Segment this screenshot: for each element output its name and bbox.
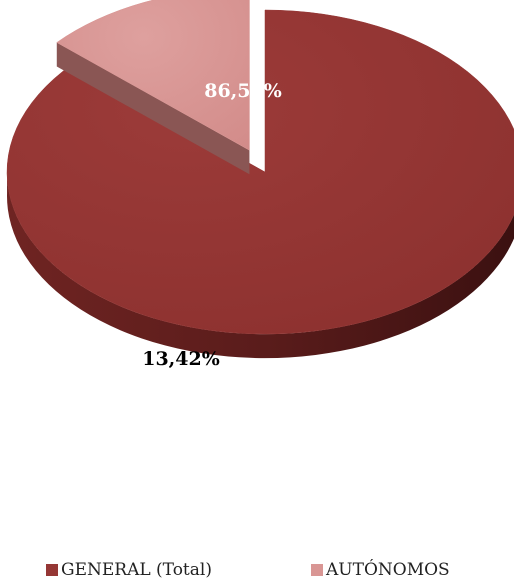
legend-swatch-autonomos: [311, 564, 323, 576]
pie-slice-autonomos-top: [56, 0, 250, 151]
data-label-autonomos: 13,42%: [142, 348, 220, 370]
legend-swatch-general: [46, 564, 58, 576]
pie-slice-general-top: [6, 9, 514, 335]
legend-item-autonomos: AUTÓNOMOS: [311, 560, 450, 580]
pie-slice-autonomos-wall-start: [56, 42, 250, 175]
pie-data-labels: 86,58% 13,42%: [142, 80, 282, 370]
data-label-general: 86,58%: [204, 80, 282, 102]
chart-legend: GENERAL (Total) AUTÓNOMOS: [0, 560, 514, 584]
pie-slices: [6, 0, 514, 359]
legend-label-autonomos: AUTÓNOMOS: [326, 560, 450, 580]
legend-item-general: GENERAL (Total): [46, 560, 212, 580]
pie-slice-autonomos: [56, 0, 250, 175]
legend-label-general: GENERAL (Total): [61, 560, 212, 580]
